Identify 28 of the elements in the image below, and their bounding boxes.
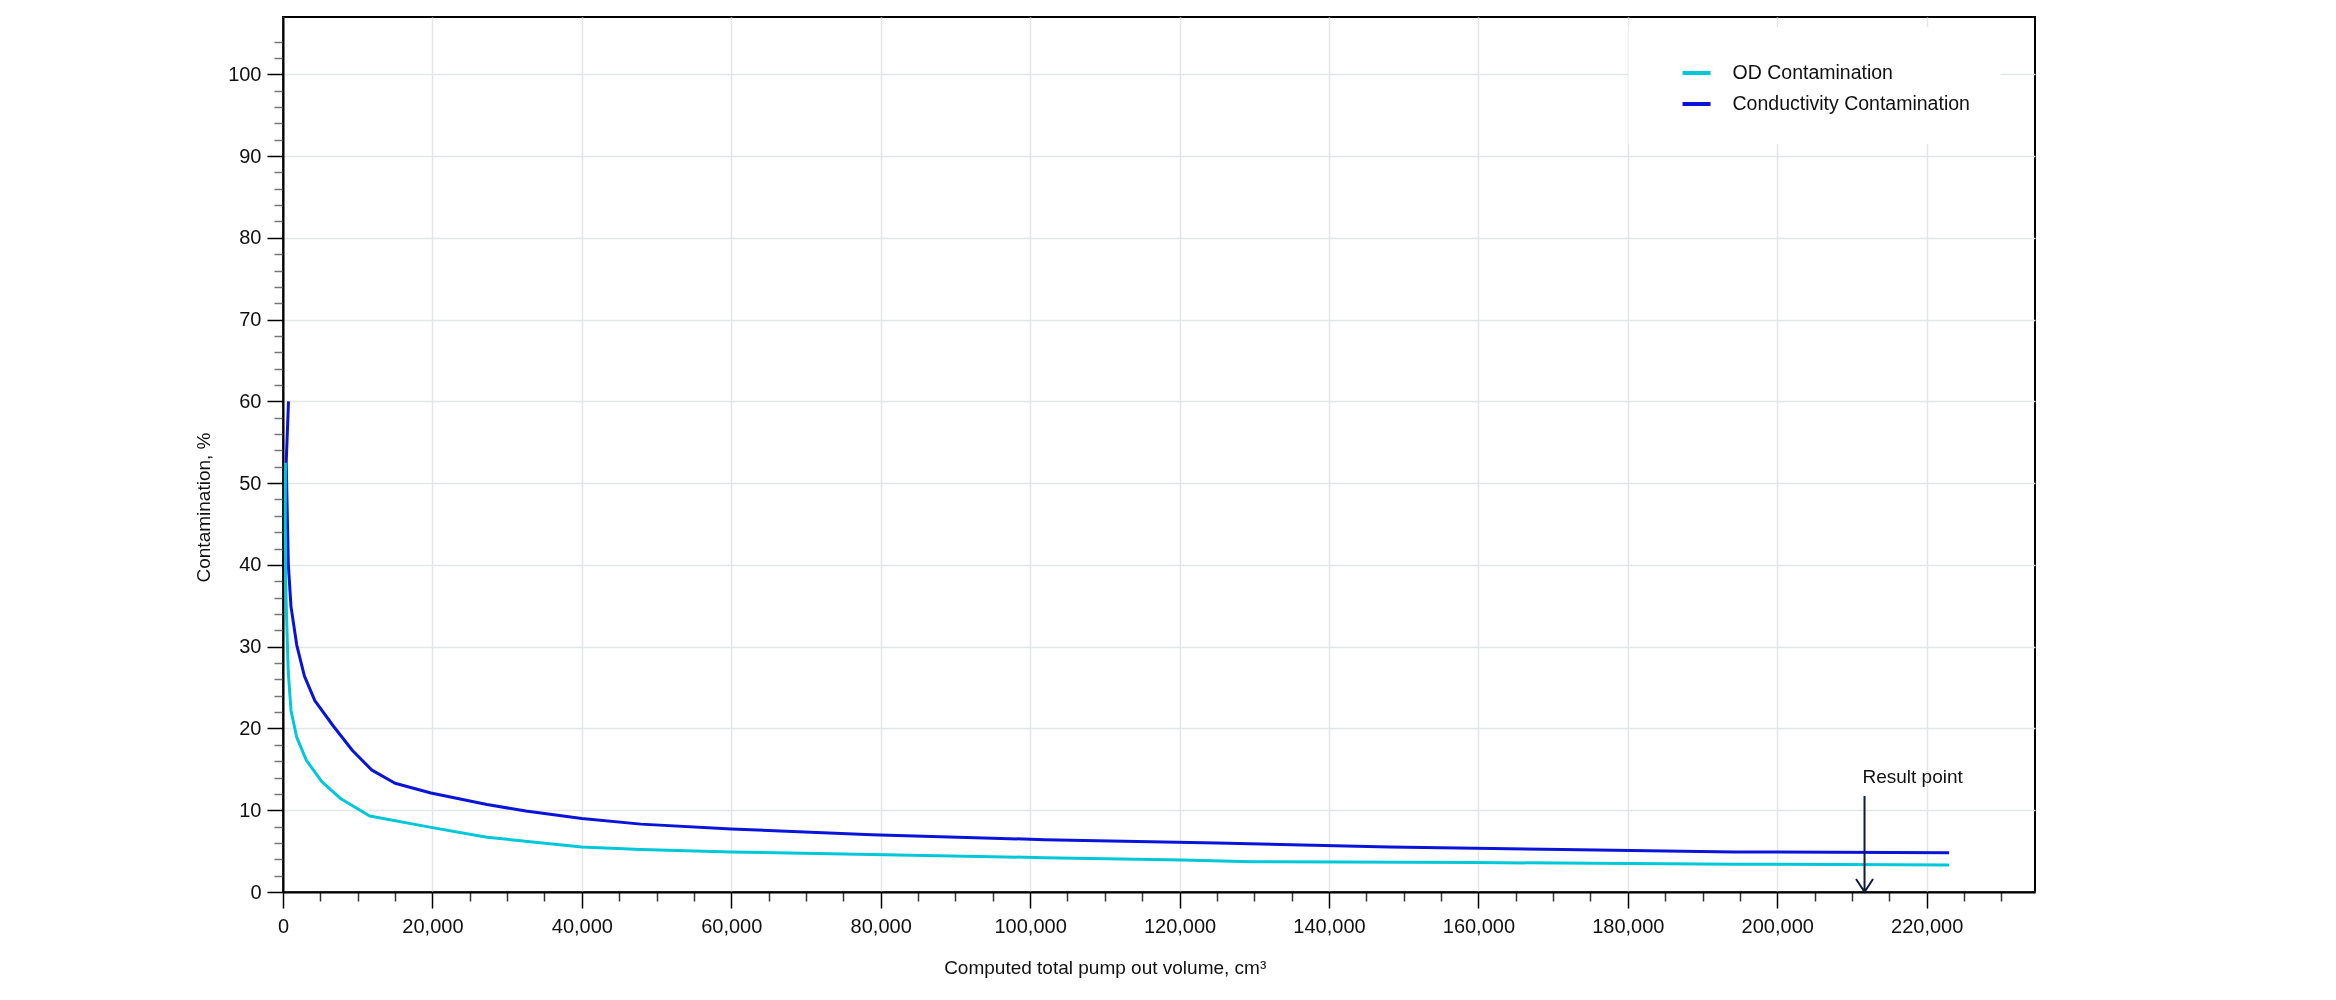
x-tick-label: 0 bbox=[277, 914, 290, 937]
legend-label: OD Contamination bbox=[1732, 61, 1893, 83]
annotation: Result point bbox=[1862, 765, 1964, 787]
x-tick-label: 120,000 bbox=[1143, 914, 1217, 937]
y-tick-label: 70 bbox=[239, 308, 262, 331]
x-tick-label: 180,000 bbox=[1592, 914, 1665, 937]
x-tick-label: 220,000 bbox=[1891, 914, 1964, 937]
x-tick-label: 160,000 bbox=[1442, 914, 1516, 937]
y-tick-label: 30 bbox=[239, 635, 262, 658]
x-tick-label: 140,000 bbox=[1293, 914, 1366, 937]
x-tick-label: 40,000 bbox=[551, 914, 613, 937]
y-tick-label: 100 bbox=[228, 62, 262, 85]
x-tick-label: 80,000 bbox=[850, 914, 912, 937]
x-tick-label: 100,000 bbox=[994, 914, 1067, 937]
y-tick-label: 0 bbox=[250, 880, 262, 903]
x-tick-label: 200,000 bbox=[1741, 914, 1814, 937]
y-tick-label: 50 bbox=[239, 471, 262, 494]
y-tick-label: 90 bbox=[239, 144, 262, 167]
y-tick-label: 60 bbox=[239, 389, 262, 412]
y-tick-label: 40 bbox=[239, 553, 262, 576]
y-tick-label: 80 bbox=[239, 226, 262, 249]
x-axis-title: Computed total pump out volume, cm³ bbox=[944, 956, 1267, 978]
x-tick-label: 20,000 bbox=[402, 914, 464, 937]
y-axis-title: Contamination, % bbox=[193, 432, 215, 583]
legend-label: Conductivity Contamination bbox=[1732, 92, 1970, 114]
x-tick-label: 60,000 bbox=[701, 914, 763, 937]
y-tick-label: 20 bbox=[239, 716, 262, 739]
y-tick-label: 10 bbox=[239, 798, 262, 821]
